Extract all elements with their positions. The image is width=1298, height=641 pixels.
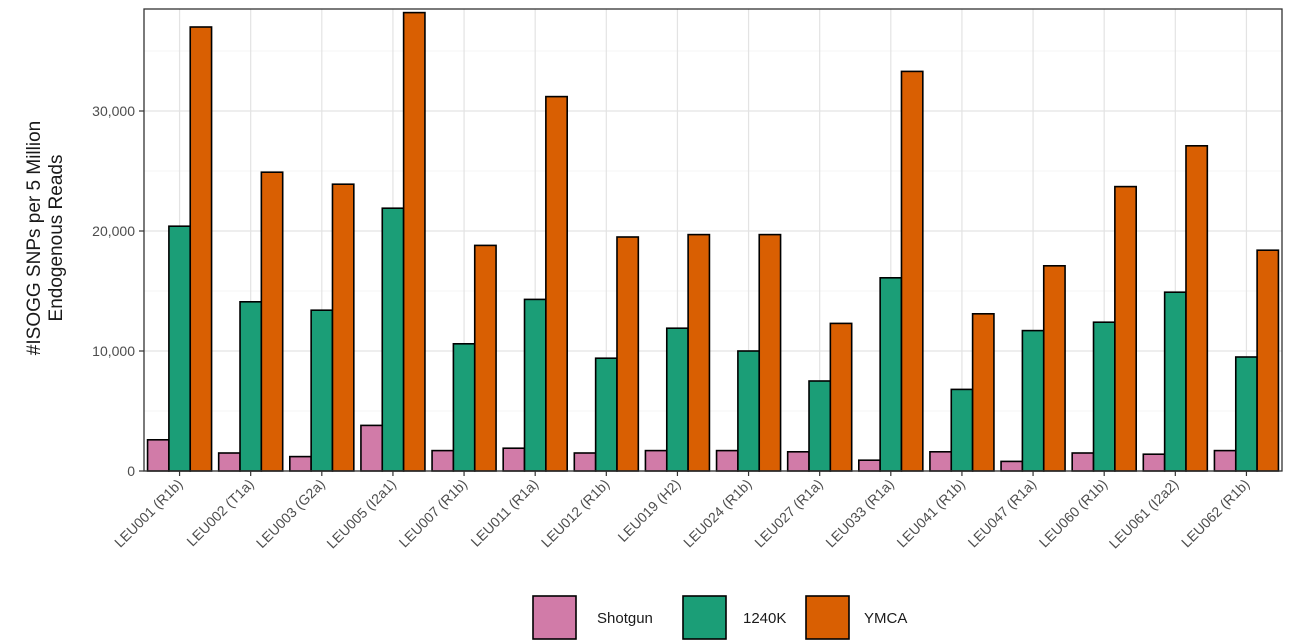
bar-1240k-leu060 bbox=[1092, 321, 1116, 472]
y-axis-title-line-1: #ISOGG SNPs per 5 Million bbox=[24, 121, 45, 355]
y-tick-label: 30,000 bbox=[92, 103, 135, 119]
bar-ymca-leu047 bbox=[1042, 264, 1066, 472]
bar-ymca-leu003 bbox=[331, 183, 355, 472]
bar-ymca-leu019 bbox=[687, 233, 711, 472]
y-tick-label: 10,000 bbox=[92, 343, 135, 359]
legend-key-1240k bbox=[682, 595, 727, 640]
bar-ymca-leu062 bbox=[1256, 249, 1280, 472]
bar-shotgun-leu019 bbox=[644, 449, 668, 472]
legend-key-shotgun bbox=[532, 595, 577, 640]
bar-1240k-leu041 bbox=[950, 388, 974, 472]
legend-label-1240k: 1240K bbox=[743, 610, 786, 627]
plot-panel-border bbox=[143, 8, 1283, 472]
bar-shotgun-leu041 bbox=[929, 450, 953, 472]
bar-1240k-leu011 bbox=[523, 298, 547, 472]
legend-label-ymca: YMCA bbox=[864, 610, 907, 627]
bar-shotgun-leu007 bbox=[431, 449, 455, 472]
bar-ymca-leu027 bbox=[829, 322, 853, 472]
bar-1240k-leu012 bbox=[594, 357, 618, 472]
bar-1240k-leu003 bbox=[310, 309, 334, 472]
bar-ymca-leu001 bbox=[189, 26, 213, 472]
bar-ymca-leu005 bbox=[402, 11, 426, 472]
bar-shotgun-leu005 bbox=[360, 424, 384, 472]
bar-shotgun-leu060 bbox=[1071, 452, 1095, 472]
bar-ymca-leu024 bbox=[758, 233, 782, 472]
bar-1240k-leu047 bbox=[1021, 329, 1045, 472]
bar-ymca-leu061 bbox=[1185, 145, 1209, 472]
legend-label-shotgun: Shotgun bbox=[597, 610, 653, 627]
bar-1240k-leu002 bbox=[239, 300, 263, 472]
bar-1240k-leu061 bbox=[1163, 291, 1187, 472]
bar-ymca-leu060 bbox=[1114, 185, 1137, 472]
y-tick-label: 0 bbox=[127, 463, 135, 479]
bar-1240k-leu033 bbox=[879, 276, 903, 472]
bar-shotgun-leu002 bbox=[217, 452, 241, 472]
bar-1240k-leu001 bbox=[168, 225, 192, 472]
bar-ymca-leu011 bbox=[545, 95, 568, 472]
bar-ymca-leu033 bbox=[900, 70, 924, 472]
bar-shotgun-leu062 bbox=[1213, 449, 1237, 472]
bar-shotgun-leu011 bbox=[502, 447, 526, 472]
legend: Shotgun 1240K YMCA bbox=[532, 595, 907, 640]
bar-ymca-leu002 bbox=[260, 171, 284, 472]
bar-ymca-leu041 bbox=[971, 312, 995, 472]
bar-shotgun-leu033 bbox=[858, 459, 881, 472]
y-axis-title-line-2: Endogenous Reads bbox=[46, 155, 67, 322]
bar-1240k-leu027 bbox=[808, 380, 832, 472]
bar-1240k-leu024 bbox=[737, 350, 761, 472]
bar-shotgun-leu027 bbox=[786, 450, 810, 472]
bar-1240k-leu062 bbox=[1234, 356, 1258, 472]
bar-shotgun-leu003 bbox=[289, 455, 312, 472]
y-tick-label: 20,000 bbox=[92, 223, 135, 239]
bar-1240k-leu007 bbox=[452, 342, 476, 472]
bar-1240k-leu005 bbox=[381, 207, 405, 472]
bars bbox=[146, 11, 1280, 472]
legend-key-ymca bbox=[805, 595, 850, 640]
bar-ymca-leu007 bbox=[473, 244, 497, 472]
bar-1240k-leu019 bbox=[665, 327, 689, 472]
bar-shotgun-leu001 bbox=[146, 438, 170, 472]
bar-shotgun-leu047 bbox=[1000, 460, 1024, 472]
bar-ymca-leu012 bbox=[616, 236, 640, 472]
bar-shotgun-leu061 bbox=[1142, 453, 1166, 472]
bar-shotgun-leu012 bbox=[573, 452, 597, 472]
bar-shotgun-leu024 bbox=[715, 449, 739, 472]
